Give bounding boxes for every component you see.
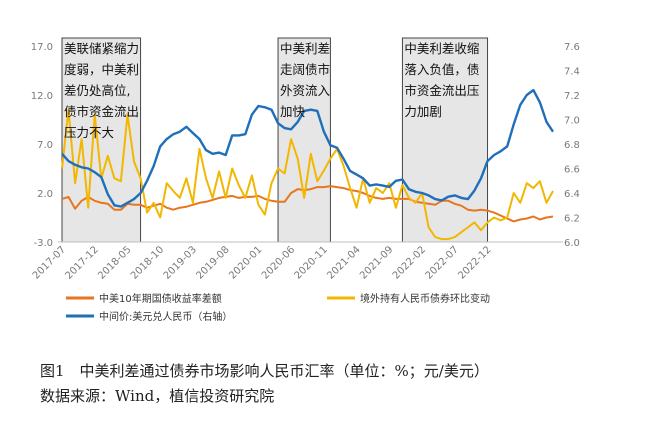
left-tick-label: 17.0 <box>31 42 53 53</box>
shaded-periods <box>61 37 489 243</box>
shaded-period-2 <box>277 37 331 243</box>
x-axis-ticks: 2017-072017-122018-052018-102019-032019-… <box>31 244 494 281</box>
x-tick-label: 2019-03 <box>162 244 199 281</box>
left-tick-label: -3.0 <box>33 238 53 249</box>
annotation-line: 外资流入 <box>280 83 331 98</box>
x-tick-label: 2021-09 <box>358 244 395 281</box>
series-line-1 <box>61 185 554 223</box>
series-line-3 <box>61 88 555 208</box>
legend-label: 中美10年期国债收益率差额 <box>99 292 222 305</box>
annotation-line: 债市资金流出 <box>64 104 139 119</box>
shaded-period-3 <box>401 37 489 243</box>
chart-area: 17.0 12.0 7.0 2.0 -3.0 7.6 7.4 7.2 7.0 6.8 6.6 6.4… <box>31 37 580 323</box>
right-tick-label: 7.6 <box>564 42 580 53</box>
legend-label: 境外持有人民币债券环比变动 <box>360 292 490 305</box>
left-axis-ticks: 17.0 12.0 7.0 2.0 -3.0 <box>31 42 53 249</box>
data-source: 数据来源：Wind，植信投资研究院 <box>40 387 275 405</box>
x-tick-label: 2017-12 <box>64 244 101 281</box>
x-tick-label: 2017-07 <box>31 244 68 281</box>
right-tick-label: 6.4 <box>564 189 580 200</box>
right-tick-label: 6.0 <box>564 238 580 249</box>
annotation-line: 美联储紧缩力 <box>64 41 139 56</box>
x-tick-label: 2020-11 <box>293 244 330 281</box>
annotation-line: 市资金流出压 <box>404 83 479 98</box>
x-tick-label: 2022-02 <box>391 244 428 281</box>
x-tick-label: 2022-07 <box>424 244 461 281</box>
right-tick-label: 6.2 <box>564 214 580 225</box>
series-layer <box>61 88 555 241</box>
right-tick-label: 7.0 <box>564 116 580 127</box>
figure-caption: 图1 中美利差通过债券市场影响人民币汇率（单位：%；元/美元） <box>40 362 489 380</box>
left-tick-label: 12.0 <box>31 91 53 102</box>
x-tick-label: 2019-08 <box>194 244 231 281</box>
annotation-line: 度弱，中美利 <box>64 62 139 77</box>
series-line-2 <box>61 108 554 241</box>
x-tick-label: 2021-04 <box>325 244 362 281</box>
x-tick-label: 2020-06 <box>260 244 297 281</box>
right-axis-ticks: 7.6 7.4 7.2 7.0 6.8 6.6 6.4 6.2 6.0 <box>564 42 580 249</box>
legend-label: 中间价:美元兑人民币（右轴） <box>99 310 232 323</box>
annotation-line: 落入负值，债 <box>404 62 479 77</box>
right-tick-label: 7.4 <box>564 67 580 78</box>
annotation-line: 中美利差 <box>280 41 330 56</box>
left-tick-label: 7.0 <box>37 140 53 151</box>
annotation-line: 力加剧 <box>404 104 442 119</box>
x-tick-label: 2020-01 <box>227 244 264 281</box>
right-tick-label: 6.6 <box>564 165 580 176</box>
x-tick-label: 2018-10 <box>129 244 166 281</box>
annotation-line: 走阔债市 <box>280 62 330 77</box>
annotation-line: 中美利差收缩 <box>404 41 479 56</box>
annotation-line: 加快 <box>280 104 306 119</box>
right-tick-label: 7.2 <box>564 91 580 102</box>
x-tick-label: 2018-05 <box>96 244 133 281</box>
x-tick-label: 2022-12 <box>456 244 493 281</box>
annotation-line: 压力不大 <box>64 125 114 140</box>
right-tick-label: 6.8 <box>564 140 580 151</box>
annotation-line: 差仍处高位, <box>64 83 130 98</box>
left-tick-label: 2.0 <box>37 189 53 200</box>
